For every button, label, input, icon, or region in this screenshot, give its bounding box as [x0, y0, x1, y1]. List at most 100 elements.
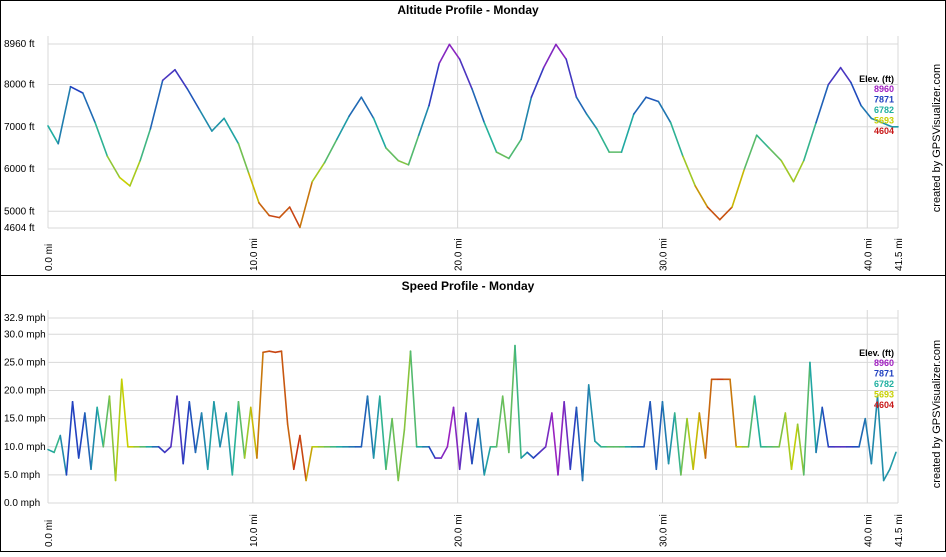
altitude-profile-segment [827, 66, 842, 86]
speed-profile-segment [864, 417, 873, 465]
altitude-y-tick-label: 8000 ft [4, 80, 35, 91]
altitude-profile-segment [323, 138, 338, 164]
altitude-profile-segment [118, 176, 131, 187]
speed-profile-segment [514, 344, 522, 459]
speed-profile-segment [280, 350, 289, 426]
altitude-profile-segment [850, 81, 862, 107]
altitude-profile-segment [149, 79, 164, 130]
speed-profile-segment [237, 400, 246, 459]
altitude-legend-entry: 5693 [874, 116, 894, 126]
speed-profile-segment [409, 350, 418, 448]
speed-profile-segment [108, 395, 117, 482]
altitude-profile-segment [360, 96, 375, 120]
speed-panel-frame [0, 275, 946, 552]
altitude-profile-segment [448, 43, 461, 61]
speed-profile-segment [655, 400, 664, 471]
altitude-profile-segment [520, 96, 533, 141]
altitude-profile-segment [669, 121, 684, 158]
altitude-profile-segment [575, 96, 588, 115]
speed-profile-segment [858, 417, 867, 448]
altitude-profile-segment [237, 142, 250, 175]
speed-profile-segment [299, 434, 307, 482]
speed-profile-segment [243, 406, 252, 459]
speed-profile-segment [65, 400, 74, 476]
speed-profile-segment [802, 361, 811, 476]
altitude-profile-segment [860, 104, 873, 120]
altitude-x-tick-label: 41.5 mi [894, 238, 905, 271]
speed-profile-segment [213, 400, 221, 448]
speed-profile-segment [268, 350, 277, 354]
altitude-profile-segment [839, 66, 852, 84]
speed-legend-entry: 5693 [874, 390, 894, 400]
speed-profile-segment [495, 395, 504, 448]
speed-profile-segment [667, 412, 676, 465]
altitude-profile-segment [458, 58, 473, 90]
speed-profile-segment [815, 406, 824, 454]
altitude-profile-segment [657, 100, 672, 124]
altitude-profile-segment [596, 128, 611, 153]
altitude-profile-segment [471, 87, 486, 124]
speed-profile-segment [520, 451, 529, 459]
speed-profile-segment [53, 434, 62, 454]
altitude-chart-title: Altitude Profile - Monday [397, 3, 539, 17]
speed-profile-segment [747, 395, 756, 448]
speed-y-tick-label: 15.0 mph [4, 414, 46, 425]
altitude-profile-segment [161, 68, 176, 82]
speed-profile-segment [292, 434, 301, 471]
speed-profile-segment [200, 412, 209, 471]
speed-profile-segment [194, 412, 203, 454]
speed-profile-segment [256, 351, 264, 459]
altitude-profile-segment [880, 121, 893, 128]
altitude-y-tick-label: 4604 ft [4, 223, 35, 234]
speed-profile-segment [120, 378, 129, 448]
altitude-x-tick-label: 30.0 mi [658, 238, 669, 271]
altitude-profile-segment [288, 206, 301, 229]
speed-profile-segment [729, 378, 737, 448]
speed-profile-segment [446, 406, 455, 448]
speed-profile-segment [870, 395, 879, 465]
speed-legend-entry: 4604 [874, 400, 894, 410]
speed-profile-segment [182, 400, 191, 465]
speed-profile-segment [692, 412, 701, 471]
speed-profile-segment [170, 395, 178, 448]
speed-profile-segment [452, 406, 461, 471]
speed-profile-segment [59, 434, 68, 476]
altitude-profile-segment [417, 104, 430, 137]
altitude-profile-segment [632, 96, 647, 115]
altitude-profile-segment [348, 96, 363, 118]
speed-profile-segment [84, 412, 92, 471]
altitude-legend-entry: 4604 [874, 126, 894, 136]
altitude-profile-segment [258, 202, 271, 217]
speed-profile-segment [391, 417, 400, 482]
altitude-profile-segment [542, 43, 557, 69]
speed-profile-segment [77, 412, 86, 459]
speed-profile-segment [673, 412, 682, 476]
speed-profile-segment [440, 445, 449, 459]
altitude-profile-segment [743, 134, 758, 170]
speed-profile-segment [581, 384, 590, 482]
altitude-profile-segment [682, 155, 697, 187]
altitude-profile-segment [335, 115, 350, 141]
speed-profile-segment [686, 417, 694, 471]
speed-profile-segment [889, 451, 897, 471]
credit-text-speed: created by GPSVisualizer.com [931, 340, 943, 488]
altitude-profile-segment [397, 159, 410, 166]
speed-x-tick-label: 40.0 mi [863, 514, 874, 547]
speed-chart-title: Speed Profile - Monday [402, 279, 535, 293]
altitude-profile-segment [82, 92, 96, 124]
speed-profile-segment [385, 417, 393, 471]
altitude-profile-segment [694, 185, 709, 208]
speed-profile-segment [249, 406, 258, 459]
speed-profile-segment [544, 412, 553, 448]
speed-y-tick-label: 25.0 mph [4, 357, 46, 368]
speed-profile-segment [809, 361, 817, 454]
speed-profile-segment [501, 395, 510, 454]
speed-profile-segment [90, 406, 98, 471]
speed-profile-segment [821, 406, 830, 448]
speed-x-tick-label: 10.0 mi [249, 514, 260, 547]
speed-profile-segment [778, 412, 787, 448]
speed-profile-segment [219, 412, 227, 448]
speed-profile-segment [188, 400, 197, 454]
altitude-profile-segment [483, 121, 498, 153]
speed-x-tick-label: 41.5 mi [894, 514, 905, 547]
